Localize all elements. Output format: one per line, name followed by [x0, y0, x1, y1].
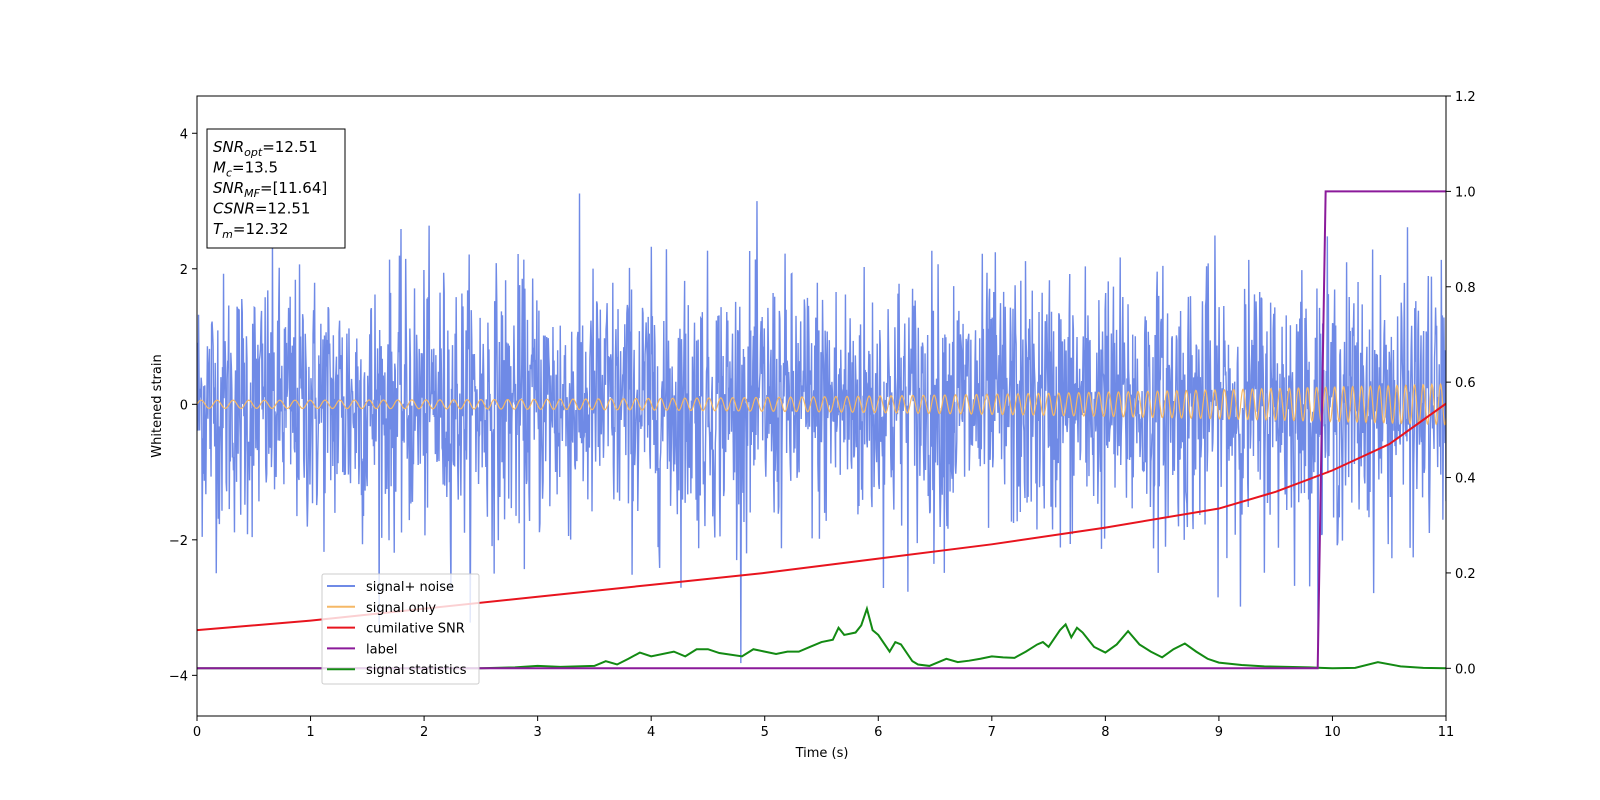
y-left-tick-label: −2: [169, 534, 188, 549]
y-right-tick-label: 0.6: [1455, 376, 1476, 391]
x-tick-label: 3: [533, 725, 541, 740]
series-signal-only: [197, 382, 1446, 426]
x-axis: 0 1 2 3 4 5 6 7 8 9 10 11: [193, 716, 1454, 740]
legend-label: signal statistics: [366, 663, 467, 678]
x-tick-label: 4: [647, 725, 655, 740]
x-tick-label: 5: [761, 725, 769, 740]
y-right-tick-label: 1.0: [1455, 185, 1476, 200]
x-tick-label: 2: [420, 725, 428, 740]
plot-frame: [196, 95, 1447, 717]
info-box-entry: SNRMF=[11.64]: [213, 179, 327, 200]
y-left-tick-label: 2: [180, 263, 188, 278]
x-tick-label: 7: [988, 725, 996, 740]
legend-label: cumilative SNR: [366, 622, 465, 637]
y-right-tick-label: 1.2: [1455, 90, 1476, 105]
x-axis-label: Time (s): [795, 746, 849, 761]
y-right-tick-label: 0.2: [1455, 567, 1476, 582]
info-box-entry: Mc=13.5: [213, 159, 278, 180]
info-box-entry: Tm=12.32: [213, 220, 288, 241]
info-box-entry: SNRopt=12.51: [213, 138, 318, 159]
y-axis-left: 4 2 0 −2 −4: [169, 127, 197, 684]
legend-label: signal only: [366, 601, 436, 616]
legend-label: signal+ noise: [366, 580, 454, 595]
y-right-tick-label: 0.0: [1455, 662, 1476, 677]
x-tick-label: 9: [1215, 725, 1223, 740]
x-tick-label: 1: [306, 725, 314, 740]
legend-label: label: [366, 642, 397, 657]
legend: signal+ noise signal only cumilative SNR la…: [321, 573, 480, 685]
y-left-tick-label: 4: [180, 127, 188, 142]
x-tick-label: 6: [874, 725, 882, 740]
y-left-tick-label: 0: [180, 398, 188, 413]
series-signal-statistics: [197, 605, 1446, 670]
x-tick-label: 10: [1324, 725, 1341, 740]
x-tick-label: 11: [1438, 725, 1455, 740]
legend-frame: [321, 573, 480, 685]
y-right-tick-label: 0.8: [1455, 281, 1476, 296]
y-right-tick-label: 0.4: [1455, 472, 1476, 487]
info-box-frame: [206, 128, 346, 249]
y-axis-right: 1.2 1.0 0.8 0.6 0.4 0.2 0.0: [1446, 90, 1476, 677]
info-box-entry: CSNR=12.51: [213, 200, 310, 218]
series-label: [197, 190, 1446, 670]
x-tick-label: 8: [1101, 725, 1109, 740]
x-tick-label: 0: [193, 725, 201, 740]
y-axis-label: Whitened strain: [150, 354, 165, 457]
info-box: SNRopt=12.51Mc=13.5SNRMF=[11.64]CSNR=12.…: [206, 128, 346, 249]
y-left-tick-label: −4: [169, 669, 188, 684]
